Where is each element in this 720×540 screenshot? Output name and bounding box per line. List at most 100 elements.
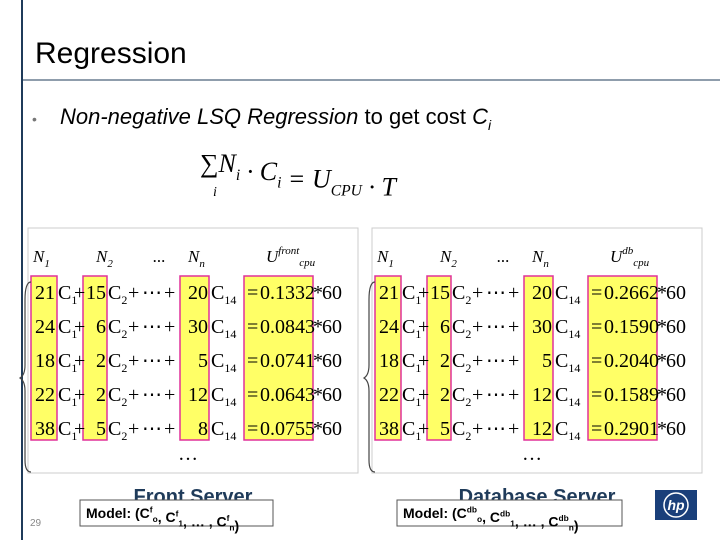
dots: ⋯ <box>486 350 506 372</box>
plus: + <box>508 418 519 440</box>
header-sub: 1 <box>388 258 394 270</box>
coef: 30 <box>532 316 552 338</box>
plus: + <box>128 384 139 406</box>
times: * <box>657 316 667 338</box>
equals: = <box>247 418 258 440</box>
bullet-mark: • <box>32 111 37 127</box>
column-highlight <box>426 275 452 441</box>
text-part: Model: (C <box>86 505 150 521</box>
logo-circle <box>663 492 689 518</box>
column-header: N1 <box>32 247 50 270</box>
bullet-text: Non-negative LSQ Regression to get cost … <box>60 104 492 133</box>
column-highlight <box>30 275 58 441</box>
plus: + <box>164 282 175 304</box>
dots: ⋯ <box>142 316 162 338</box>
plus: + <box>128 316 139 338</box>
coef: 21 <box>35 282 55 304</box>
coef: 2 <box>440 350 450 372</box>
superscript: f <box>227 513 230 523</box>
bullet-sub: i <box>488 117 492 133</box>
column-header: Nn <box>187 247 205 270</box>
times: * <box>313 350 323 372</box>
times: * <box>313 316 323 338</box>
coef: 18 <box>35 350 55 372</box>
coef: 18 <box>379 350 399 372</box>
dots: ⋯ <box>486 418 506 440</box>
model-box <box>79 499 274 527</box>
header-text: ... <box>153 247 166 266</box>
text-part: , C <box>158 509 176 525</box>
equals: = <box>591 384 602 406</box>
panel-frame <box>371 227 703 474</box>
variable: C14 <box>555 316 580 341</box>
coef: 24 <box>379 316 399 338</box>
column-highlight <box>179 275 210 441</box>
variable-sub: 14 <box>568 327 580 341</box>
value: 0.0843 <box>260 316 315 338</box>
value: 0.0643 <box>260 384 315 406</box>
coef: 12 <box>532 418 552 440</box>
equals: = <box>591 418 602 440</box>
value: 0.2662 <box>604 282 659 304</box>
value: 0.1590 <box>604 316 659 338</box>
subscript: i <box>236 167 240 184</box>
superscript: db <box>500 509 510 519</box>
dots: ⋯ <box>142 350 162 372</box>
variable-sub: 1 <box>415 293 421 307</box>
column-header: ... <box>153 247 166 266</box>
subscript: 1 <box>510 518 515 528</box>
subscript: CPU <box>331 182 364 199</box>
plus: + <box>74 316 85 338</box>
column-header: N2 <box>95 247 113 270</box>
header-sub: cpu <box>633 257 649 269</box>
bullet-emph: Non-negative LSQ Regression <box>60 104 358 129</box>
coef: 5 <box>542 350 552 372</box>
logo-text: hp <box>667 497 685 513</box>
duration: 60 <box>666 384 686 406</box>
text-part: N <box>218 149 238 178</box>
duration: 60 <box>322 350 342 372</box>
plus: + <box>128 418 139 440</box>
value: 0.0741 <box>260 350 315 372</box>
more-rows: … <box>522 443 542 465</box>
text-part: ) <box>235 518 240 534</box>
coef: 38 <box>379 418 399 440</box>
variable-sub: 14 <box>224 361 236 375</box>
plus: + <box>74 384 85 406</box>
column-header: Udbcpu <box>610 245 650 269</box>
plus: + <box>508 316 519 338</box>
plus: + <box>164 316 175 338</box>
variable-sub: 1 <box>415 361 421 375</box>
value: 0.1332 <box>260 282 315 304</box>
variable-sub: 1 <box>415 395 421 409</box>
times: * <box>657 418 667 440</box>
times: * <box>313 282 323 304</box>
plus: + <box>74 350 85 372</box>
header-sub: cpu <box>299 257 315 269</box>
header-sup: db <box>622 245 634 257</box>
coef: 6 <box>440 316 450 338</box>
variable-sub: 14 <box>568 361 580 375</box>
header-sub: n <box>199 258 205 270</box>
column-header: Nn <box>531 247 549 270</box>
variable-sub: 2 <box>121 361 127 375</box>
plus: + <box>128 282 139 304</box>
header-text: U <box>266 247 280 266</box>
variable-sub: 1 <box>71 395 77 409</box>
plus: + <box>472 384 483 406</box>
header-text: ... <box>497 247 510 266</box>
superscript: f <box>150 504 153 514</box>
times: * <box>657 282 667 304</box>
variable-sub: 2 <box>465 361 471 375</box>
variable-sub: 1 <box>415 327 421 341</box>
header-sub: n <box>543 258 549 270</box>
header-text: N <box>187 247 201 266</box>
header-text: N <box>32 247 46 266</box>
column-highlight <box>243 275 314 441</box>
duration: 60 <box>322 316 342 338</box>
plus: + <box>164 384 175 406</box>
coef: 30 <box>188 316 208 338</box>
variable-sub: 2 <box>121 293 127 307</box>
subscript: n <box>569 523 574 533</box>
